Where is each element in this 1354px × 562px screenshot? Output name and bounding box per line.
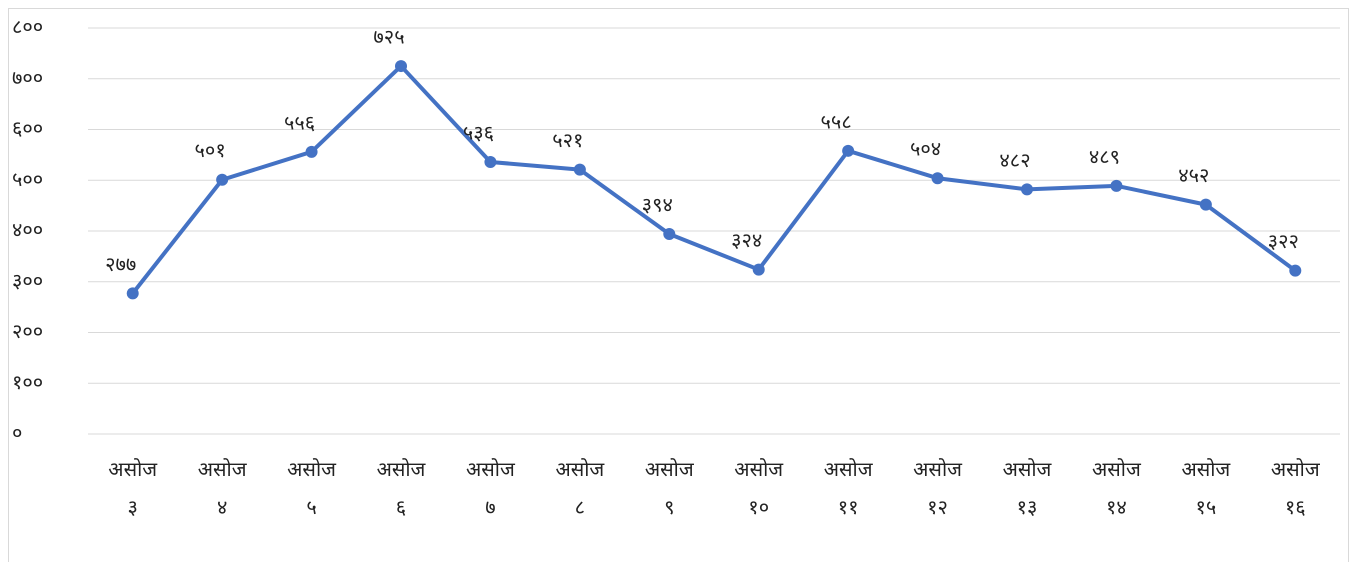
y-tick-label: ७०० xyxy=(12,65,43,89)
data-point xyxy=(1289,264,1302,277)
data-label: ३२४ xyxy=(731,228,762,252)
data-label: २७७ xyxy=(105,252,136,276)
x-tick-label: असोज १० xyxy=(734,457,784,519)
y-tick-label: १०० xyxy=(12,370,43,394)
y-tick-label: ५०० xyxy=(12,167,43,191)
data-label: ५२१ xyxy=(552,128,583,152)
data-line xyxy=(131,64,1297,295)
data-point xyxy=(752,263,765,276)
data-label: ४८२ xyxy=(999,148,1030,172)
x-tick-label: असोज ५ xyxy=(287,457,337,519)
x-tick-label: असोज १४ xyxy=(1092,457,1142,519)
data-point xyxy=(305,145,318,158)
data-label: ५५८ xyxy=(821,109,852,133)
data-point xyxy=(931,172,944,185)
x-tick-label: असोज १६ xyxy=(1271,457,1321,519)
data-label: ५५६ xyxy=(284,110,315,134)
data-label: ५३६ xyxy=(463,120,494,144)
data-point xyxy=(395,60,407,73)
data-point xyxy=(842,144,855,157)
data-label: ४५२ xyxy=(1178,163,1209,187)
data-point xyxy=(126,287,139,300)
y-tick-label: ८०० xyxy=(12,15,43,39)
y-tick-label: ३०० xyxy=(12,268,43,292)
data-label: ७२५ xyxy=(373,25,404,49)
x-tick-label: असोज ८ xyxy=(555,457,605,519)
data-point xyxy=(1021,183,1033,196)
data-label: ५०१ xyxy=(195,138,226,162)
data-point xyxy=(484,155,497,168)
y-tick-label: २०० xyxy=(12,319,43,343)
x-tick-label: असोज १३ xyxy=(1003,457,1053,519)
data-label: ४८९ xyxy=(1089,144,1120,168)
data-label: ५०४ xyxy=(910,137,941,161)
x-tick-label: असोज ११ xyxy=(824,457,874,519)
data-point xyxy=(663,228,676,241)
y-tick-label: ४०० xyxy=(12,218,43,242)
data-label: ३२२ xyxy=(1268,229,1299,253)
data-point xyxy=(1110,179,1123,192)
x-tick-label: असोज ७ xyxy=(466,457,516,519)
chart-frame xyxy=(8,8,1349,562)
y-tick-label: ६०० xyxy=(12,116,43,140)
x-tick-label: असोज ९ xyxy=(645,457,695,519)
y-tick-label: ० xyxy=(12,421,22,445)
x-tick-label: असोज ४ xyxy=(198,457,248,519)
data-label: ३९४ xyxy=(642,193,673,217)
x-tick-label: असोज १२ xyxy=(913,457,963,519)
x-tick-label: असोज ६ xyxy=(377,457,427,519)
data-point xyxy=(216,173,229,186)
x-tick-label: असोज १५ xyxy=(1181,457,1231,519)
data-point xyxy=(1199,198,1212,211)
data-point xyxy=(573,163,586,176)
x-tick-label: असोज ३ xyxy=(108,457,158,519)
